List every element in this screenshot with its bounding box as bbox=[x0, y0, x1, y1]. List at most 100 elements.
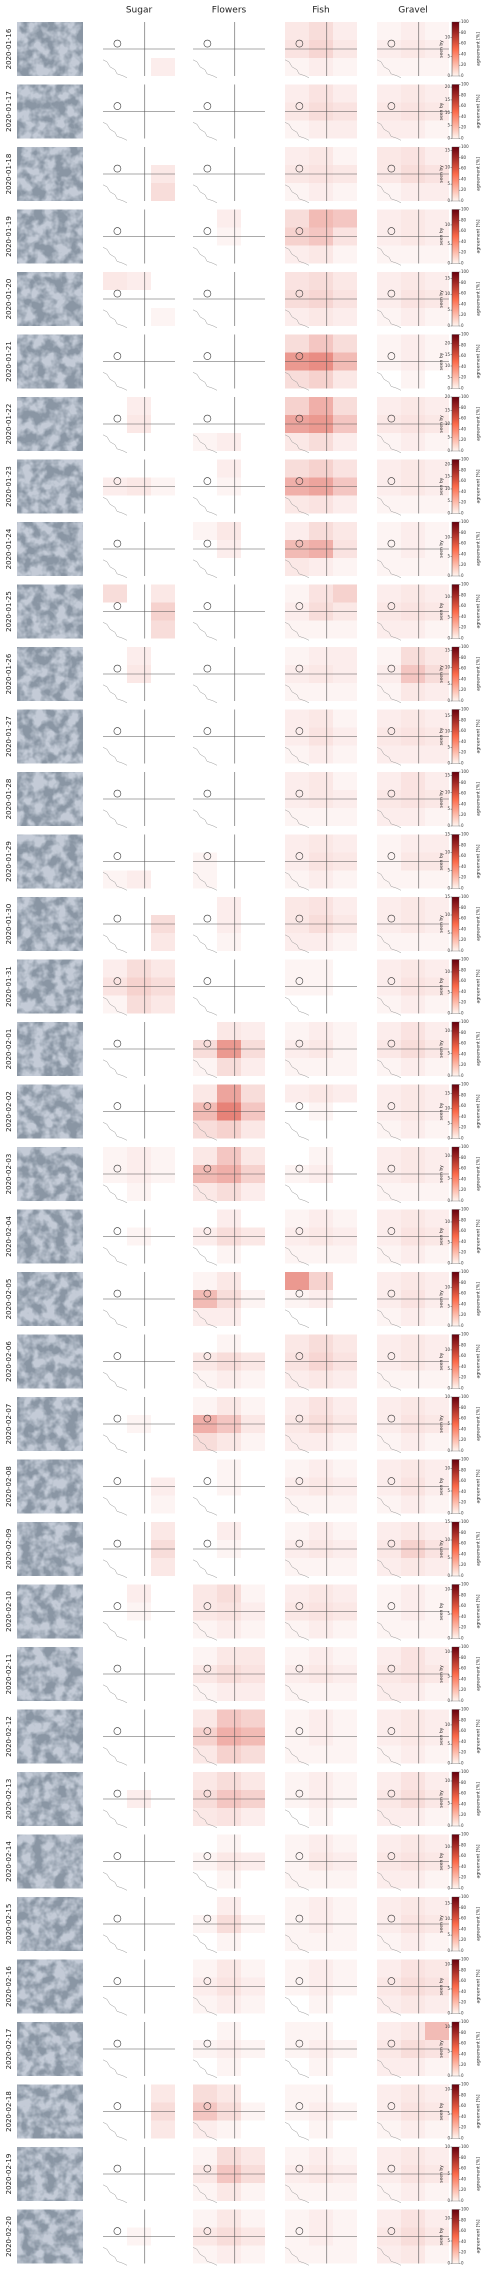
heat-cell bbox=[151, 959, 175, 978]
agreement-tick-label: 40 bbox=[461, 2051, 467, 2056]
site-marker bbox=[113, 1914, 122, 1923]
heat-cell bbox=[377, 371, 401, 389]
heat-cell bbox=[241, 960, 265, 978]
date-label: 2020-02-14 bbox=[5, 1841, 13, 1882]
seen-by-label: seen by bbox=[439, 1540, 445, 1558]
heat-cell bbox=[309, 370, 333, 389]
heat-cell bbox=[217, 1933, 241, 1951]
heat-cell bbox=[309, 1183, 333, 1201]
agreement-tick-label: 40 bbox=[461, 1051, 467, 1056]
heat-cell bbox=[217, 2209, 241, 2228]
site-marker bbox=[387, 602, 396, 610]
heat-cell bbox=[193, 621, 217, 639]
agreement-tick-label: 80 bbox=[461, 1530, 467, 1535]
heat-cell bbox=[333, 370, 357, 389]
heat-cell bbox=[285, 996, 309, 1014]
agreement-tick-label: 20 bbox=[461, 1500, 467, 1505]
seen-by-tick-label: 10 bbox=[445, 2024, 451, 2029]
heat-cell bbox=[103, 2246, 127, 2264]
heat-cell bbox=[151, 2084, 175, 2103]
heat-cell bbox=[285, 1022, 309, 1040]
heat-cell bbox=[127, 1335, 151, 1353]
seen-by-tick-label: 0 bbox=[447, 1573, 450, 1578]
site-marker bbox=[113, 2227, 122, 2235]
seen-by-tick-label: 0 bbox=[447, 261, 450, 266]
heat-cell bbox=[127, 1933, 151, 1951]
seen-by-label: seen by bbox=[439, 1165, 445, 1183]
heat-cell bbox=[127, 710, 151, 728]
site-marker bbox=[113, 289, 122, 298]
agreement-label: agreement [%] bbox=[476, 2094, 482, 2128]
satellite-texture bbox=[17, 1209, 83, 1264]
coastline bbox=[376, 1497, 402, 1516]
coastline bbox=[284, 559, 310, 579]
coastline bbox=[376, 2059, 402, 2079]
heat-cell bbox=[241, 871, 265, 889]
coastline bbox=[376, 809, 402, 829]
heat-cell bbox=[309, 996, 333, 1014]
heat-cell bbox=[401, 1058, 425, 1076]
heat-cell bbox=[309, 1584, 333, 1603]
heat-cell bbox=[151, 1835, 175, 1853]
seen-by-tick-label: 5 bbox=[447, 435, 450, 440]
heat-cell bbox=[377, 709, 401, 728]
site-marker bbox=[295, 1352, 304, 1360]
heat-cell bbox=[401, 22, 425, 40]
heat-cell bbox=[377, 245, 401, 264]
satellite-texture bbox=[17, 2022, 83, 2076]
seen-by-tick-label: 5 bbox=[447, 241, 450, 246]
heat-cell bbox=[377, 433, 401, 451]
seen-by-tick-label: 0 bbox=[447, 948, 450, 953]
heat-cell bbox=[127, 58, 151, 76]
agreement-tick-label: 80 bbox=[461, 280, 467, 285]
heat-cell bbox=[285, 1558, 309, 1576]
coastline bbox=[102, 809, 128, 829]
satellite-texture bbox=[17, 1272, 83, 1326]
heat-cell bbox=[425, 1334, 449, 1353]
heat-cell bbox=[285, 272, 309, 290]
heat-cell bbox=[333, 1183, 357, 1201]
seen-by-tick-label: 10 bbox=[445, 291, 451, 296]
heat-cell bbox=[193, 1647, 217, 1665]
seen-by-tick-label: 5 bbox=[447, 2111, 450, 2116]
heat-cell bbox=[103, 1558, 127, 1576]
heat-cell bbox=[285, 308, 309, 326]
colorbar bbox=[451, 334, 460, 389]
heat-cell bbox=[151, 371, 175, 389]
heat-cell bbox=[285, 1308, 309, 1326]
coastline bbox=[284, 872, 310, 891]
heat-cell bbox=[217, 1995, 241, 2014]
coastline bbox=[102, 1622, 128, 1641]
coastline bbox=[192, 1934, 218, 1954]
site-marker bbox=[295, 1539, 304, 1548]
seen-by-label: seen by bbox=[439, 915, 445, 933]
agreement-tick-label: 80 bbox=[461, 1780, 467, 1785]
coastline bbox=[192, 497, 218, 516]
coastline bbox=[102, 59, 128, 79]
heat-cell bbox=[193, 808, 217, 826]
heat-cell bbox=[285, 433, 309, 451]
seen-by-tick-label: 0 bbox=[447, 1823, 450, 1828]
heat-cell bbox=[217, 1084, 241, 1103]
heat-cell bbox=[217, 1147, 241, 1165]
site-marker bbox=[113, 164, 122, 173]
heat-cell bbox=[425, 1933, 449, 1951]
heat-cell bbox=[425, 808, 449, 826]
heat-cell bbox=[217, 1397, 241, 1415]
seen-by-label: seen by bbox=[439, 1040, 445, 1058]
site-marker bbox=[387, 227, 396, 235]
coastline bbox=[376, 684, 402, 704]
heat-cell bbox=[377, 1959, 401, 1978]
heat-cell bbox=[241, 496, 265, 514]
heat-cell bbox=[333, 960, 357, 978]
seen-by-tick-label: 0 bbox=[447, 511, 450, 516]
heat-cell bbox=[401, 584, 425, 603]
heat-cell bbox=[103, 308, 127, 326]
heat-cell bbox=[425, 1995, 449, 2014]
heat-cell bbox=[285, 683, 309, 701]
heat-cell bbox=[241, 1460, 265, 1478]
heat-cell bbox=[193, 522, 217, 540]
heat-cell bbox=[151, 2147, 175, 2165]
heat-cell bbox=[241, 147, 265, 165]
heat-cell bbox=[309, 1058, 333, 1076]
